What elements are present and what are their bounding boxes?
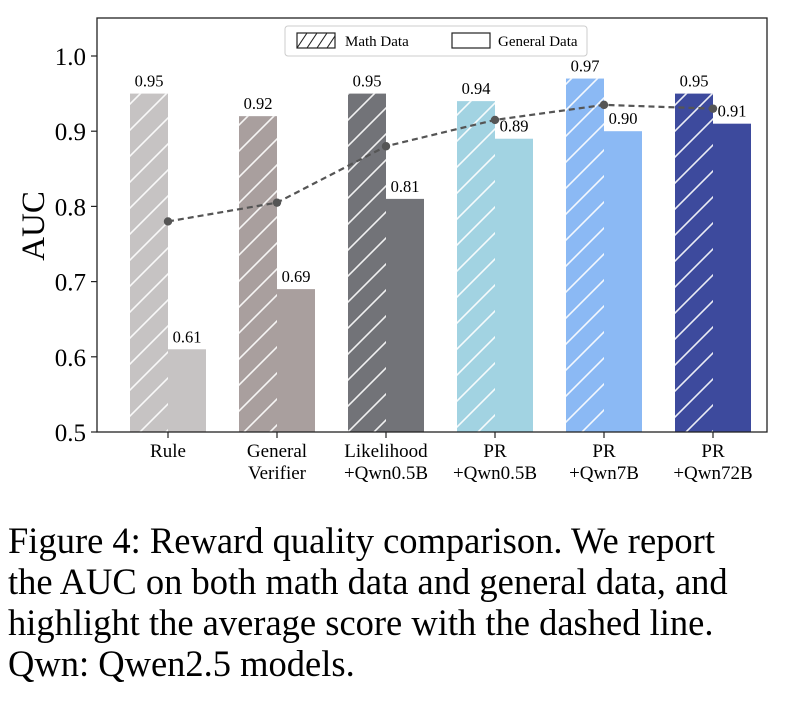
bar-label-math-0: 0.95 [135,72,164,91]
bar-math-hatch-2 [348,93,386,432]
average-point-4 [599,100,609,110]
y-tick-label-5: 1.0 [55,44,86,71]
x-tick-label-4-1: +Qwn7B [569,463,639,484]
x-tick-label-2-0: Likelihood [344,441,428,462]
bar-label-math-3: 0.94 [462,79,491,98]
bar-general-3 [495,138,533,432]
bar-math-hatch-0 [130,93,168,432]
plot-frame [96,17,768,433]
x-tick-label-4-0: PR [592,441,616,462]
average-point-2 [381,142,391,151]
bar-general-5 [713,123,751,433]
bar-label-math-1: 0.92 [244,94,273,113]
x-tick-label-5-1: +Qwn72B [673,463,752,484]
bar-label-general-0: 0.61 [173,327,202,346]
legend-general-swatch [451,32,491,49]
legend-math-label: Math Data [345,34,409,50]
y-tick-label-1: 0.6 [55,345,86,372]
x-tick-label-3-0: PR [483,441,507,462]
bar-chart: 0.950.610.920.690.950.810.940.890.970.90… [16,17,768,484]
average-line-path [167,103,714,223]
x-tick-label-1-0: General [247,441,307,462]
y-tick-label-4: 0.9 [55,119,86,146]
bar-label-math-2: 0.95 [353,72,382,91]
y-axis-label: AUC [16,191,52,261]
average-point-3 [490,115,500,125]
average-point-5 [708,104,718,113]
bar-general-4 [604,131,642,432]
bar-label-general-2: 0.81 [391,177,420,196]
bar-math-hatch-4 [566,78,604,432]
y-tick-label-0: 0.5 [55,420,86,447]
average-line [163,100,718,226]
x-axis: Rule GeneralVerifierLikelihood+Qwn0.5BPR+… [150,432,753,484]
bar-label-general-4: 0.90 [609,109,638,128]
legend: Math Data General Data [284,25,588,57]
bar-math-hatch-5 [675,93,713,432]
x-tick-label-0-0: Rule [150,441,186,462]
bar-general-2 [386,198,424,432]
bar-math-hatch-3 [457,101,495,433]
y-tick-label-3: 0.8 [55,194,86,221]
bar-label-math-4: 0.97 [571,57,600,76]
y-tick-label-2: 0.7 [55,270,86,297]
average-point-1 [272,198,282,207]
bar-general-1 [277,289,315,432]
x-tick-label-3-1: +Qwn0.5B [453,463,537,484]
bar-label-general-3: 0.89 [500,117,529,136]
bar-math-hatch-1 [239,116,277,432]
legend-frame [284,25,588,57]
bar-label-math-5: 0.95 [680,72,709,91]
x-tick-label-2-1: +Qwn0.5B [344,463,428,484]
bar-label-general-1: 0.69 [282,267,311,286]
x-tick-label-1-1: Verifier [248,463,307,484]
bar-general-0 [168,349,206,432]
figure-caption: Figure 4: Reward quality comparison. We … [8,520,728,684]
legend-general-label: General Data [498,34,578,50]
bar-value-labels: 0.95 0.61 0.92 0.69 0.95 0.81 0.94 0.89 0.97 0.90… [135,57,747,347]
average-point-0 [163,217,173,226]
legend-math-hatch [296,32,336,49]
x-tick-label-5-0: PR [701,441,725,462]
y-axis: 0.5 0.6 0.7 0.8 0.9 1.0 [55,44,97,447]
bars-layer [130,78,751,433]
bar-label-general-5: 0.91 [718,102,747,121]
legend-math-swatch [296,32,336,49]
